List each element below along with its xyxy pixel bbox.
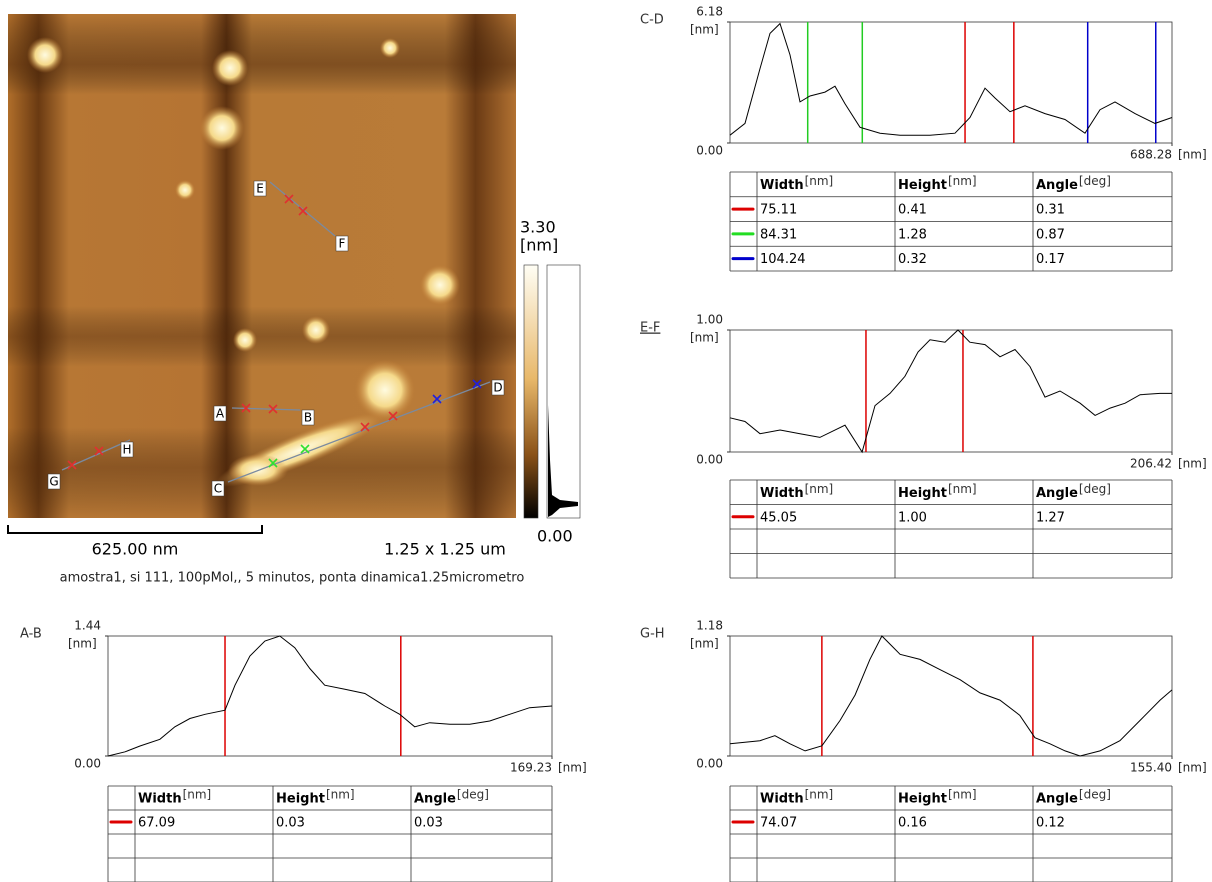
marker-label: B	[304, 411, 312, 425]
x-unit: [nm]	[1178, 457, 1207, 471]
profile-title: G-H	[640, 627, 665, 642]
marker-label: D	[493, 381, 502, 395]
marker-label: E	[256, 182, 264, 196]
column-unit: [deg]	[1079, 788, 1111, 802]
column-unit: [nm]	[805, 788, 834, 802]
column-name: Angle	[1036, 178, 1078, 193]
column-name: Angle	[1036, 792, 1078, 807]
y-tick-label: 1.18	[696, 619, 723, 633]
table-cell: 0.16	[898, 816, 927, 831]
color-scale	[523, 264, 581, 519]
x-tick-label: 155.40	[1130, 761, 1172, 775]
scale-min: 0.00	[537, 527, 573, 546]
profile-line	[729, 22, 1173, 136]
table-cell: 0.03	[414, 816, 443, 831]
table-cell: 74.07	[760, 816, 797, 831]
y-unit: [nm]	[690, 23, 719, 37]
table-cell: 0.17	[1036, 252, 1065, 267]
column-unit: [nm]	[948, 174, 977, 188]
x-tick-label: 688.28	[1130, 148, 1172, 162]
x-unit: [nm]	[558, 761, 587, 775]
plot-frame	[729, 329, 1173, 453]
table-cell: 84.31	[760, 227, 797, 242]
table-cell: 1.00	[898, 510, 927, 525]
plot-frame	[729, 21, 1173, 144]
y-tick-label: 0.00	[696, 144, 723, 158]
profile-line	[107, 635, 553, 757]
table-cell: 0.32	[898, 252, 927, 267]
x-unit: [nm]	[1178, 761, 1207, 775]
y-tick-label: 1.00	[696, 313, 723, 327]
column-name: Height	[898, 178, 947, 193]
profile-title: A-B	[20, 627, 42, 642]
plot-frame	[107, 635, 553, 757]
table-cell: 0.87	[1036, 227, 1065, 242]
y-unit: [nm]	[690, 637, 719, 651]
y-tick-label: 0.00	[74, 757, 101, 771]
x-tick-label: 206.42	[1130, 457, 1172, 471]
marker-label: G	[49, 475, 58, 489]
table-cell: 0.31	[1036, 203, 1065, 218]
column-unit: [nm]	[948, 788, 977, 802]
table-cell: 45.05	[760, 510, 797, 525]
y-unit: [nm]	[68, 637, 97, 651]
profile-title: E-F	[640, 321, 660, 336]
column-name: Width	[760, 792, 804, 807]
plot-frame	[729, 635, 1173, 757]
table-cell: 0.41	[898, 203, 927, 218]
y-tick-label: 1.44	[74, 619, 101, 633]
column-unit: [nm]	[326, 788, 355, 802]
caption: amostra1, si 111, 100pMol,, 5 minutos, p…	[60, 571, 525, 586]
y-tick-label: 6.18	[696, 5, 723, 19]
column-name: Angle	[414, 792, 456, 807]
table-cell: 67.09	[138, 816, 175, 831]
column-name: Angle	[1036, 486, 1078, 501]
column-unit: [deg]	[457, 788, 489, 802]
table-cell: 1.27	[1036, 510, 1065, 525]
table-cell: 0.03	[276, 816, 305, 831]
x-unit: [nm]	[1178, 148, 1207, 162]
column-name: Width	[138, 792, 182, 807]
marker-label: A	[216, 407, 225, 421]
profile-line	[729, 329, 1172, 454]
column-unit: [nm]	[183, 788, 212, 802]
column-unit: [nm]	[805, 482, 834, 496]
y-tick-label: 0.00	[696, 757, 723, 771]
table-cell: 75.11	[760, 203, 797, 218]
scale-bar	[7, 525, 263, 534]
column-name: Height	[898, 792, 947, 807]
column-name: Height	[898, 486, 947, 501]
afm-image: A B C D E F G H	[8, 14, 516, 518]
scale-bar-label: 625.00 nm	[92, 540, 179, 559]
marker-label: C	[214, 482, 222, 496]
column-unit: [deg]	[1079, 174, 1111, 188]
image-size: 1.25 x 1.25 um	[384, 540, 506, 559]
column-unit: [nm]	[948, 482, 977, 496]
marker-label: H	[122, 443, 131, 457]
table-cell: 0.12	[1036, 816, 1065, 831]
column-name: Width	[760, 486, 804, 501]
y-tick-label: 0.00	[696, 453, 723, 467]
table-cell: 1.28	[898, 227, 927, 242]
table-cell: 104.24	[760, 252, 806, 267]
scale-max: 3.30	[520, 218, 556, 237]
profile-line	[729, 635, 1173, 757]
scale-unit: [nm]	[520, 236, 558, 255]
x-tick-label: 169.23	[510, 761, 552, 775]
column-name: Height	[276, 792, 325, 807]
marker-label: F	[339, 237, 346, 251]
y-unit: [nm]	[690, 331, 719, 345]
column-name: Width	[760, 178, 804, 193]
column-unit: [nm]	[805, 174, 834, 188]
profile-title: C-D	[640, 13, 664, 28]
column-unit: [deg]	[1079, 482, 1111, 496]
